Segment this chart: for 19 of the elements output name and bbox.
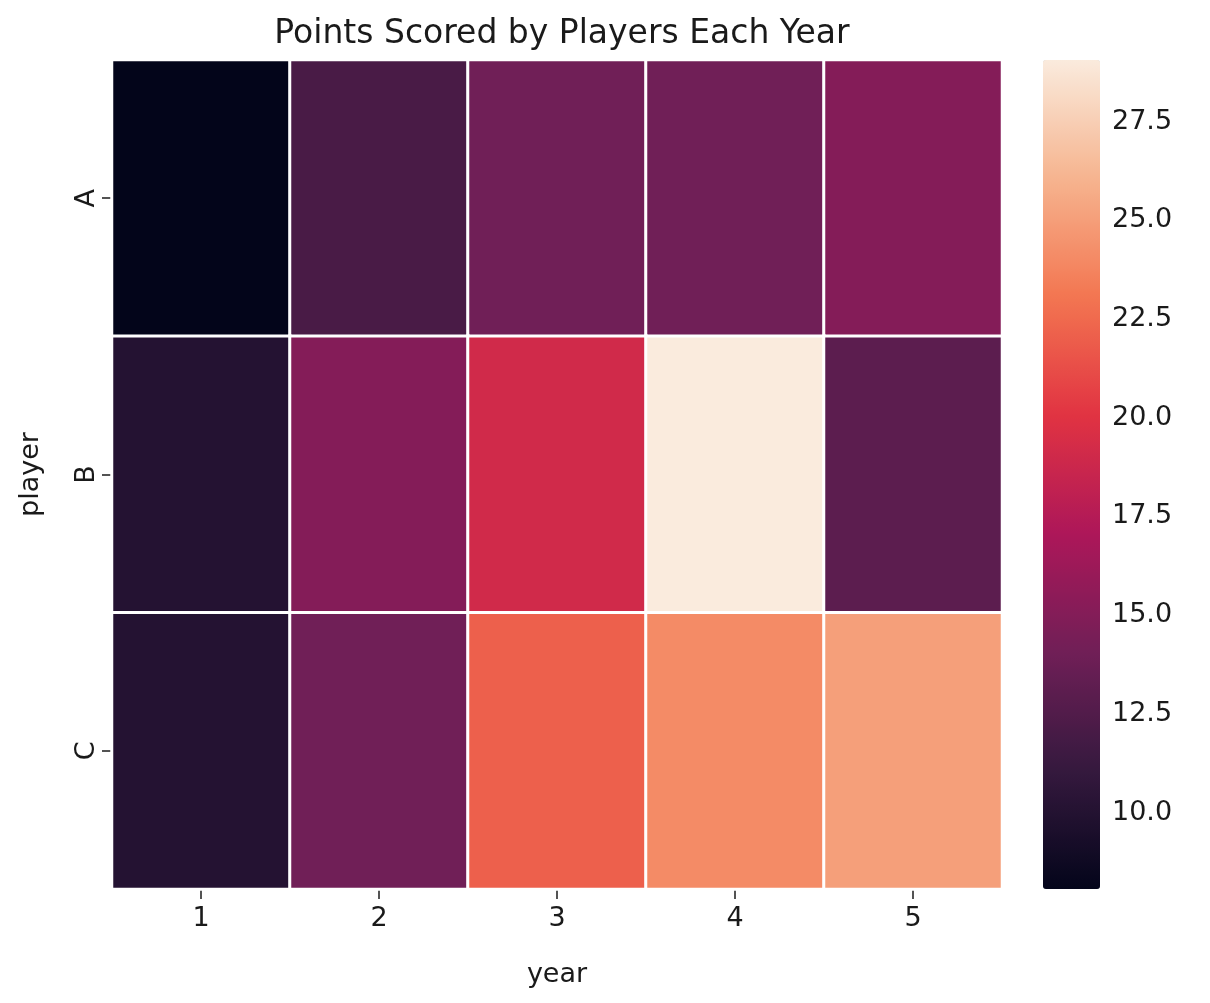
color-bar-label: 10.0: [1112, 794, 1173, 826]
y-axis-title: player: [13, 431, 44, 517]
chart-title: Points Scored by Players Each Year: [274, 12, 851, 51]
x-tick-label: 2: [370, 901, 388, 932]
color-bar-label: 12.5: [1112, 695, 1173, 727]
x-tick-label: 4: [726, 901, 744, 932]
y-tick-label: A: [69, 188, 100, 208]
color-bar-label: 20.0: [1112, 399, 1173, 431]
color-bar-label: 27.5: [1112, 103, 1173, 135]
color-bar-label: 25.0: [1112, 202, 1173, 234]
color-bar-label: 22.5: [1112, 301, 1173, 333]
x-tick-label: 3: [548, 901, 566, 932]
color-bar-label: 15.0: [1112, 597, 1173, 629]
y-tick-label: B: [69, 465, 100, 484]
x-tick-label: 1: [192, 901, 210, 932]
x-tick-label: 5: [904, 901, 922, 932]
x-axis-title: year: [526, 957, 589, 988]
color-bar-label: 17.5: [1112, 498, 1173, 530]
y-tick-label: C: [69, 741, 100, 761]
